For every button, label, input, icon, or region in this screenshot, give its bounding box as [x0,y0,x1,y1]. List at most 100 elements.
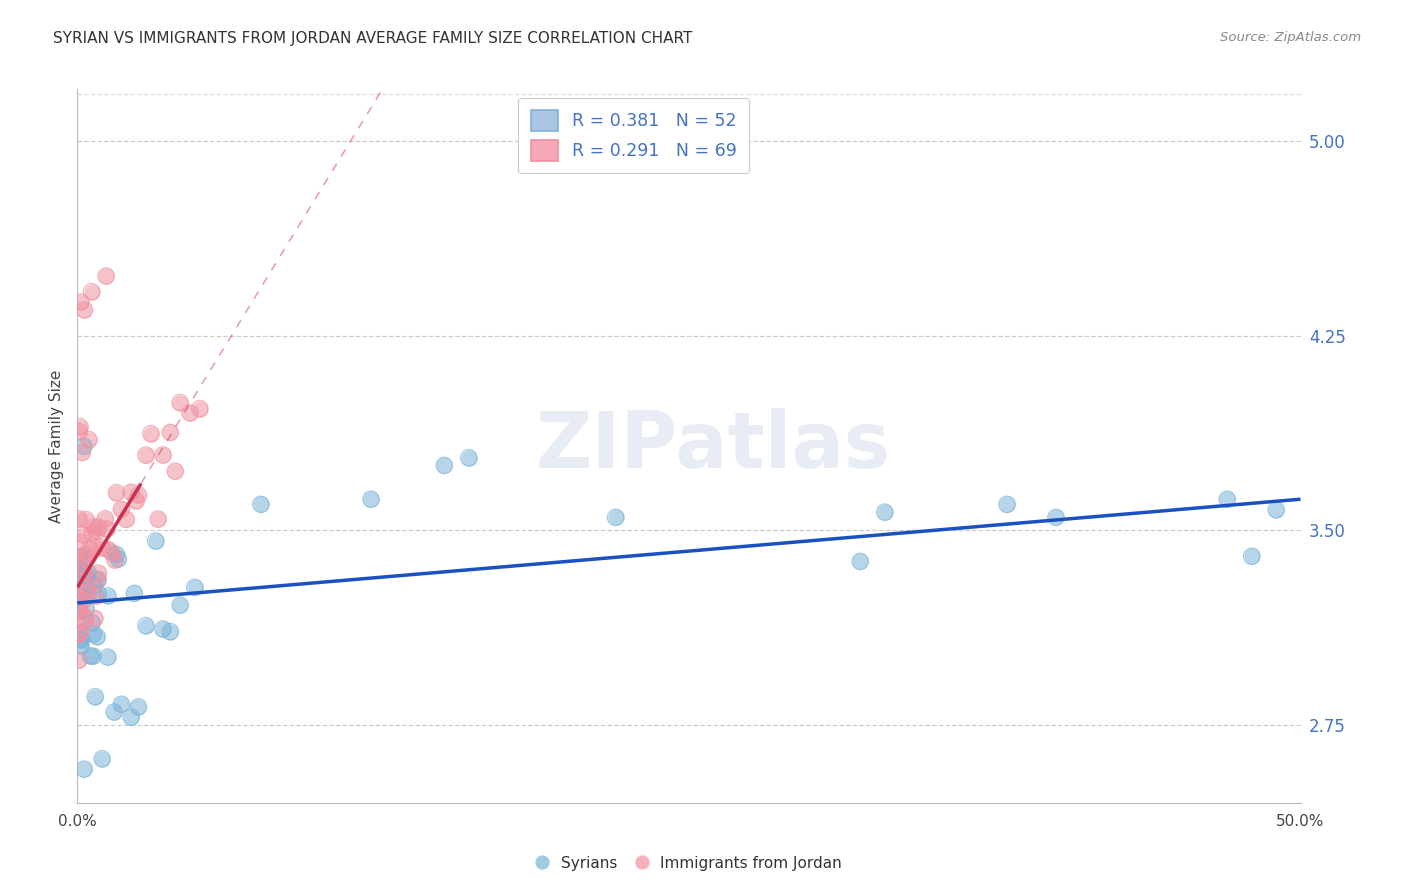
Point [184,581,207,595]
Point [69,563,91,577]
Point [849,554,872,568]
Point [125,493,148,508]
Point [77,433,100,447]
Point [135,618,157,632]
Point [1216,492,1239,507]
Point [67,590,90,604]
Point [70,633,93,648]
Point [97,650,120,665]
Point [169,598,191,612]
Point [433,458,456,473]
Point [73,439,96,453]
Point [69,604,91,618]
Point [75,615,97,630]
Point [94,512,117,526]
Point [67,627,90,641]
Point [76,588,98,602]
Point [67,534,90,549]
Point [360,492,382,507]
Point [96,522,118,536]
Point [73,588,96,602]
Point [75,552,97,566]
Point [849,554,872,568]
Point [86,524,108,539]
Point [69,419,91,434]
Point [115,512,138,526]
Point [104,553,127,567]
Point [169,598,191,612]
Point [87,566,110,580]
Point [76,581,98,595]
Point [67,560,90,574]
Point [87,520,110,534]
Point [69,569,91,583]
Point [145,533,167,548]
Point [120,710,142,724]
Point [72,527,94,541]
Point [107,552,129,566]
Point [77,433,100,447]
Point [75,611,97,625]
Point [84,690,107,704]
Point [433,458,456,473]
Point [103,705,125,719]
Point [73,762,96,776]
Point [69,632,91,647]
Point [67,590,90,604]
Point [79,541,101,556]
Point [94,268,117,283]
Point [83,611,105,625]
Point [97,589,120,603]
Point [97,589,120,603]
Point [152,448,174,462]
Point [70,633,93,648]
Point [70,445,93,459]
Point [69,550,91,565]
Point [105,548,128,562]
Point [86,524,108,539]
Point [139,426,162,441]
Point [87,573,110,587]
Point [120,710,142,724]
Point [995,497,1018,511]
Point [457,450,479,465]
Point [105,548,128,562]
Point [67,425,90,439]
Point [873,505,896,519]
Point [69,295,91,310]
Point [76,569,98,583]
Point [69,624,91,639]
Point [110,697,132,711]
Point [83,519,105,533]
Point [91,752,114,766]
Point [72,570,94,584]
Point [69,550,91,565]
Point [77,566,100,580]
Point [76,569,98,583]
Point [159,425,181,440]
Point [94,512,117,526]
Point [73,573,96,587]
Point [1045,510,1067,524]
Point [67,627,90,641]
Point [77,566,100,580]
Point [75,611,97,625]
Point [69,576,91,591]
Point [80,285,103,299]
Point [188,401,211,416]
Point [75,601,97,615]
Point [84,690,107,704]
Point [86,573,108,587]
Point [100,545,122,559]
Point [82,627,104,641]
Point [110,697,132,711]
Point [86,630,108,644]
Point [75,513,97,527]
Point [1265,502,1288,516]
Point [165,464,187,478]
Point [73,439,96,453]
Point [75,601,97,615]
Point [128,488,150,502]
Point [125,493,148,508]
Point [1216,492,1239,507]
